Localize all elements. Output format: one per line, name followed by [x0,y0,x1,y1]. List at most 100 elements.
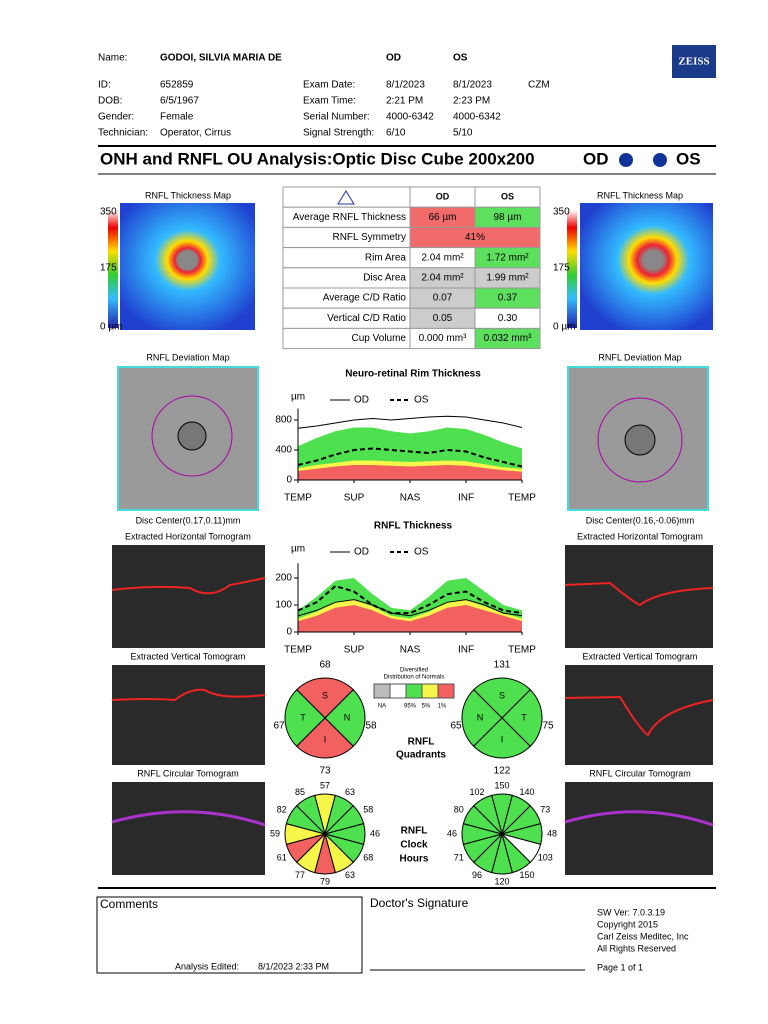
label: Quadrants [396,750,446,761]
label: 85 [295,787,305,797]
label: 68 [319,660,331,671]
label: 65 [450,721,462,732]
label: 122 [494,766,511,777]
label: OS [453,53,468,64]
label: 57 [320,780,330,790]
label: 0.000 mm³ [419,333,467,344]
label: RNFL Symmetry [332,232,406,243]
label: 0.05 [433,313,453,324]
label: 67 [273,721,285,732]
y-tick-label: 800 [275,415,292,426]
label: RNFL Deviation Map [598,352,681,362]
label: 75 [542,721,554,732]
title: ONH and RNFL OU Analysis:Optic Disc Cube… [100,149,535,168]
label: Diversified [400,668,428,674]
logo-box [672,45,716,78]
tomogram [112,665,265,765]
rnfl-line [564,810,714,827]
label: DOB: [98,96,122,107]
label: I [324,734,327,744]
label: 68 [363,852,373,862]
label: 96 [472,870,482,880]
label: 140 [519,787,534,797]
label: 41% [465,232,485,243]
label: 8/1/2023 2:33 PM [258,961,329,971]
label: Comments [100,897,158,911]
circle [151,395,233,477]
label: 2:21 PM [386,96,423,107]
label: Hours [400,854,429,865]
label: Vertical C/D Ratio [327,313,406,324]
x-tick-label: NAS [400,493,421,504]
quadrant-sector [473,717,531,759]
tomogram [565,545,713,648]
x-tick-label: TEMP [284,645,312,656]
x-tick-label: INF [458,493,474,504]
label: 58 [363,804,373,814]
label: 71 [454,852,464,862]
warning-icon [337,190,355,205]
rnfl-line [564,695,714,737]
label: All Rights Reserved [597,943,676,953]
label: 63 [345,787,355,797]
label: 103 [538,852,553,862]
label: 102 [469,787,484,797]
label: 4000-6342 [386,112,434,123]
circle [597,397,683,483]
label: 58 [365,721,377,732]
label: Disc Center(0.17,0.11)mm [136,515,241,525]
quadrant-sector [296,717,354,759]
label: GODOI, SILVIA MARIA DE [160,53,282,64]
label: Analysis Edited: [175,961,239,971]
label: Exam Time: [303,96,356,107]
label: 80 [454,804,464,814]
label: Signal Strength: [303,128,374,139]
label: 150 [519,870,534,880]
quadrant-sector [284,689,326,747]
label: OS [501,191,514,201]
label: 63 [345,870,355,880]
label: T [300,712,306,722]
label: µm [291,544,305,555]
label: 48 [547,828,557,838]
label: RNFL Deviation Map [146,352,229,362]
label: 59 [270,828,280,838]
label: T [521,712,527,722]
label: Page 1 of 1 [597,962,643,972]
label: RNFL [401,826,428,837]
series-line [297,415,523,429]
y-tick-label: 400 [275,445,292,456]
label: 175 [553,263,570,274]
legend-box [421,683,439,699]
x-tick-label: INF [458,645,474,656]
label: Extracted Horizontal Tomogram [577,531,703,541]
label: Clock [400,840,428,851]
comments-box [96,896,363,974]
label: Rim Area [365,252,407,263]
label: Exam Date: [303,80,355,91]
label: RNFL Circular Tomogram [137,768,239,778]
label: Doctor's Signature [370,896,469,910]
thickness-map-os [580,203,713,330]
label: ZEISS [678,56,709,68]
label: OD [386,53,401,64]
clock-sector [473,794,503,836]
label: 46 [370,828,380,838]
images [96,45,716,974]
label: NA [378,704,386,710]
x-tick-label: TEMP [508,493,536,504]
label: 73 [319,766,331,777]
rnfl-line [564,581,714,607]
label: RNFL Circular Tomogram [589,768,691,778]
quadrant-sector [461,689,503,747]
label: 0 µm [553,322,575,333]
legend-box [389,683,407,699]
label: 5/10 [453,128,473,139]
label: Average C/D Ratio [323,293,407,304]
label: Disc Area [363,273,406,284]
label: 0.37 [498,293,518,304]
label: Operator, Cirrus [160,128,231,139]
x-tick-label: TEMP [284,493,312,504]
